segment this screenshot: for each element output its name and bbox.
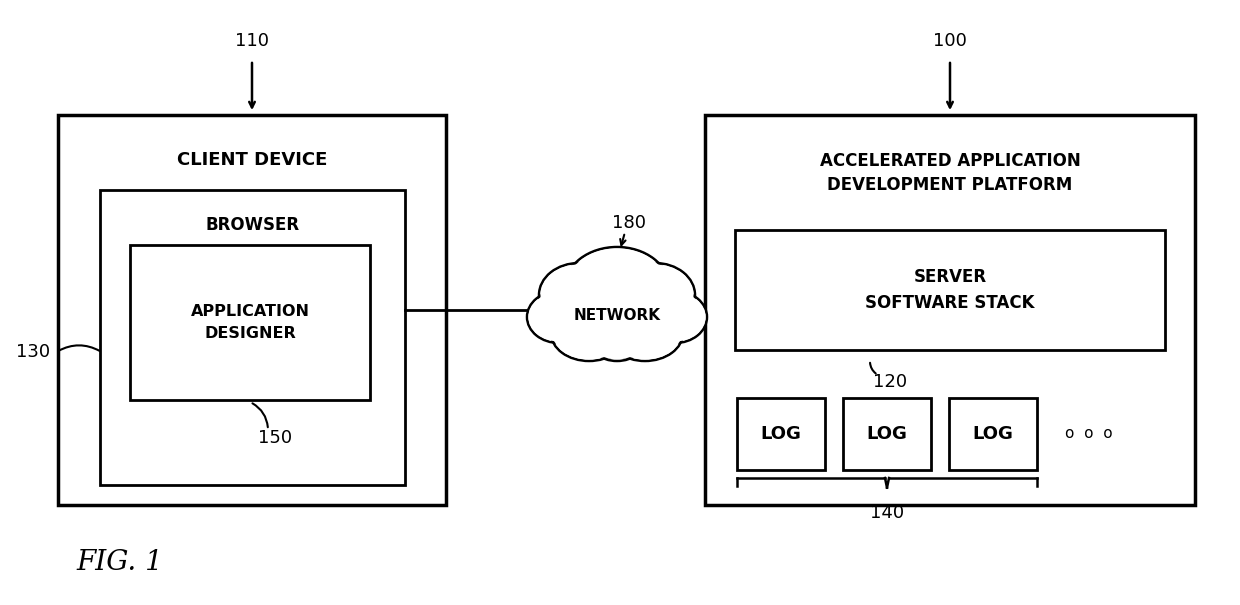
Ellipse shape xyxy=(553,307,625,359)
Text: LOG: LOG xyxy=(972,425,1013,443)
Ellipse shape xyxy=(558,269,676,356)
Bar xyxy=(949,398,1037,470)
Ellipse shape xyxy=(551,305,627,361)
Ellipse shape xyxy=(615,263,694,327)
Ellipse shape xyxy=(644,291,707,343)
Ellipse shape xyxy=(565,247,670,327)
Text: CLIENT DEVICE: CLIENT DEVICE xyxy=(177,151,327,169)
Ellipse shape xyxy=(609,307,682,359)
Bar xyxy=(100,190,405,485)
Ellipse shape xyxy=(616,264,693,325)
Text: 180: 180 xyxy=(613,214,646,232)
Text: 110: 110 xyxy=(236,32,269,50)
Ellipse shape xyxy=(527,291,591,343)
Ellipse shape xyxy=(567,249,667,325)
Text: NETWORK: NETWORK xyxy=(573,307,661,322)
Ellipse shape xyxy=(539,263,619,327)
Text: 130: 130 xyxy=(16,343,50,361)
Text: APPLICATION
DESIGNER: APPLICATION DESIGNER xyxy=(191,304,310,341)
Text: 120: 120 xyxy=(873,373,908,391)
Text: ACCELERATED APPLICATION
DEVELOPMENT PLATFORM: ACCELERATED APPLICATION DEVELOPMENT PLAT… xyxy=(820,151,1080,194)
Ellipse shape xyxy=(608,305,683,361)
Ellipse shape xyxy=(587,313,647,361)
Ellipse shape xyxy=(557,268,677,358)
Text: BROWSER: BROWSER xyxy=(206,216,300,234)
Ellipse shape xyxy=(589,315,646,359)
Text: LOG: LOG xyxy=(867,425,908,443)
Text: 100: 100 xyxy=(932,32,967,50)
Text: 140: 140 xyxy=(870,504,904,522)
Text: LOG: LOG xyxy=(760,425,801,443)
Ellipse shape xyxy=(645,292,706,341)
Ellipse shape xyxy=(528,292,589,341)
Bar xyxy=(735,230,1166,350)
Text: FIG. 1: FIG. 1 xyxy=(77,549,164,577)
Ellipse shape xyxy=(541,264,618,325)
Bar xyxy=(843,398,931,470)
Bar xyxy=(58,115,446,505)
Bar xyxy=(737,398,825,470)
Text: SERVER
SOFTWARE STACK: SERVER SOFTWARE STACK xyxy=(866,268,1034,312)
Bar xyxy=(130,245,370,400)
Text: o  o  o: o o o xyxy=(1065,427,1112,442)
Bar xyxy=(706,115,1195,505)
Text: 150: 150 xyxy=(258,429,293,447)
